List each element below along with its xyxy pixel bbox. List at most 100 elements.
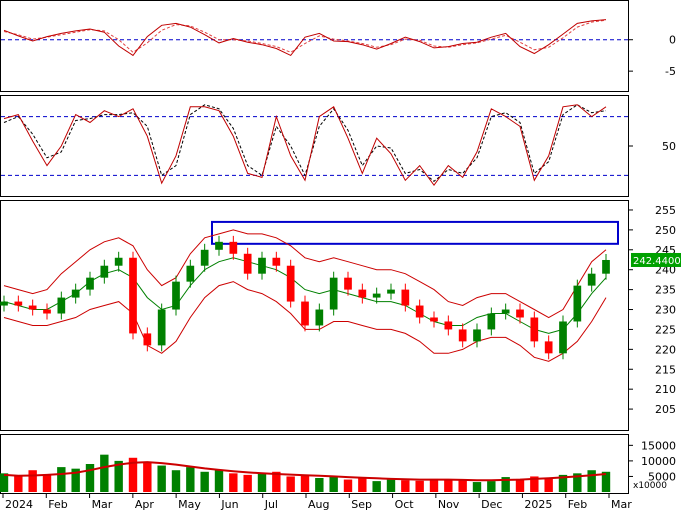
candle-body — [258, 257, 266, 274]
x-tick-label: Sep — [351, 498, 372, 511]
x-tick-label: May — [178, 498, 201, 511]
volume-tick-label: 10000 — [641, 455, 676, 468]
candle-body — [286, 265, 295, 302]
candle-body — [329, 277, 338, 310]
volume-bar — [458, 480, 467, 492]
candle-body — [143, 333, 152, 346]
candle-body — [516, 309, 524, 318]
volume-bar — [214, 470, 224, 492]
x-tick-label: Aug — [308, 498, 329, 511]
candle-body — [430, 317, 438, 322]
candle-body — [114, 257, 123, 266]
volume-bar — [530, 476, 539, 492]
x-tick-label: Feb — [48, 498, 67, 511]
candle-body — [544, 341, 553, 354]
volume-bar — [401, 480, 410, 492]
volume-bar — [42, 474, 52, 492]
candle-body — [587, 273, 596, 286]
price-tick-label: 210 — [655, 383, 676, 396]
macd-tick-label: -5 — [665, 65, 676, 78]
candle-body — [415, 305, 424, 318]
candle-body — [473, 329, 481, 342]
volume-tick-label: 15000 — [641, 439, 676, 452]
price-tick-label: 220 — [655, 343, 676, 356]
candle-body — [372, 293, 381, 298]
candle-body — [444, 321, 453, 330]
volume-bar — [415, 480, 424, 492]
candle-body — [43, 309, 51, 314]
volume-bar — [100, 454, 109, 492]
candle-body — [530, 317, 539, 342]
volume-bar — [372, 481, 381, 492]
candle-body — [243, 253, 252, 274]
candle-body — [602, 259, 610, 274]
candle-body — [358, 289, 367, 298]
x-axis: 2024 Feb Mar Apr May Jun Jul Aug Sep Oct Nov Dec 202… — [2, 493, 632, 511]
candle-body — [186, 265, 195, 282]
volume-bar — [315, 478, 324, 492]
volume-bar — [157, 465, 166, 492]
bollinger-upper-band — [3, 229, 607, 319]
volume-bar — [487, 481, 496, 492]
volume-bar — [501, 477, 510, 492]
macd-panel-frame — [0, 0, 629, 92]
candle-body — [57, 297, 66, 314]
price-tick-label: 205 — [655, 403, 676, 416]
volume-unit-label: x10000 — [633, 481, 667, 491]
candle-body — [100, 265, 109, 278]
candle-body — [0, 301, 8, 306]
price-tick-label: 255 — [655, 204, 676, 217]
volume-bar — [444, 479, 453, 492]
macd-line — [3, 19, 607, 57]
x-tick-label: Mar — [92, 498, 113, 511]
macd-panel: 0 -5 — [1, 19, 676, 78]
candle-body — [458, 329, 467, 342]
volume-bar — [57, 467, 66, 492]
volume-bar — [28, 470, 37, 492]
price-tick-label: 215 — [655, 363, 676, 376]
x-tick-label: Dec — [481, 498, 502, 511]
x-tick-label: Nov — [438, 498, 460, 511]
volume-bar — [243, 474, 252, 492]
volume-bar — [386, 479, 396, 492]
volume-bar — [71, 468, 80, 492]
volume-bar — [128, 457, 138, 492]
volume-bar — [601, 471, 611, 492]
candle-body — [215, 241, 223, 250]
volume-bar — [573, 473, 582, 492]
price-tick-label: 230 — [655, 304, 676, 317]
volume-bar — [85, 464, 95, 492]
stochastic-tick-label: 50 — [662, 140, 676, 153]
stochastic-k-line — [3, 104, 607, 187]
candle-body — [71, 289, 80, 298]
volume-bar — [343, 479, 353, 492]
candle-body — [559, 321, 567, 354]
price-tick-label: 235 — [655, 284, 676, 297]
x-tick-label: Apr — [135, 498, 155, 511]
price-panel: 255250245240235230225220215210205242.440… — [0, 204, 681, 416]
price-tick-label: 250 — [655, 224, 676, 237]
x-tick-label: 2024 — [5, 498, 33, 511]
candle-body — [157, 309, 166, 346]
stochastic-d-line — [3, 104, 607, 182]
candle-body — [28, 305, 37, 310]
volume-bar — [587, 470, 596, 492]
stochastic-panel: 50 — [1, 104, 676, 187]
volume-bar — [558, 474, 568, 492]
candle-body — [344, 277, 352, 290]
candle-body — [401, 289, 410, 306]
volume-bar — [200, 471, 209, 492]
volume-bar — [272, 471, 281, 492]
volume-bar — [515, 478, 525, 492]
candle-body — [129, 257, 137, 334]
last-price-label: 242.4400 — [633, 256, 681, 267]
x-tick-label: Jun — [220, 498, 238, 511]
candle-body — [387, 289, 395, 294]
volume-bar — [544, 478, 553, 492]
candle-body — [301, 301, 309, 326]
candle-body — [272, 257, 281, 266]
x-tick-label: Feb — [568, 498, 587, 511]
